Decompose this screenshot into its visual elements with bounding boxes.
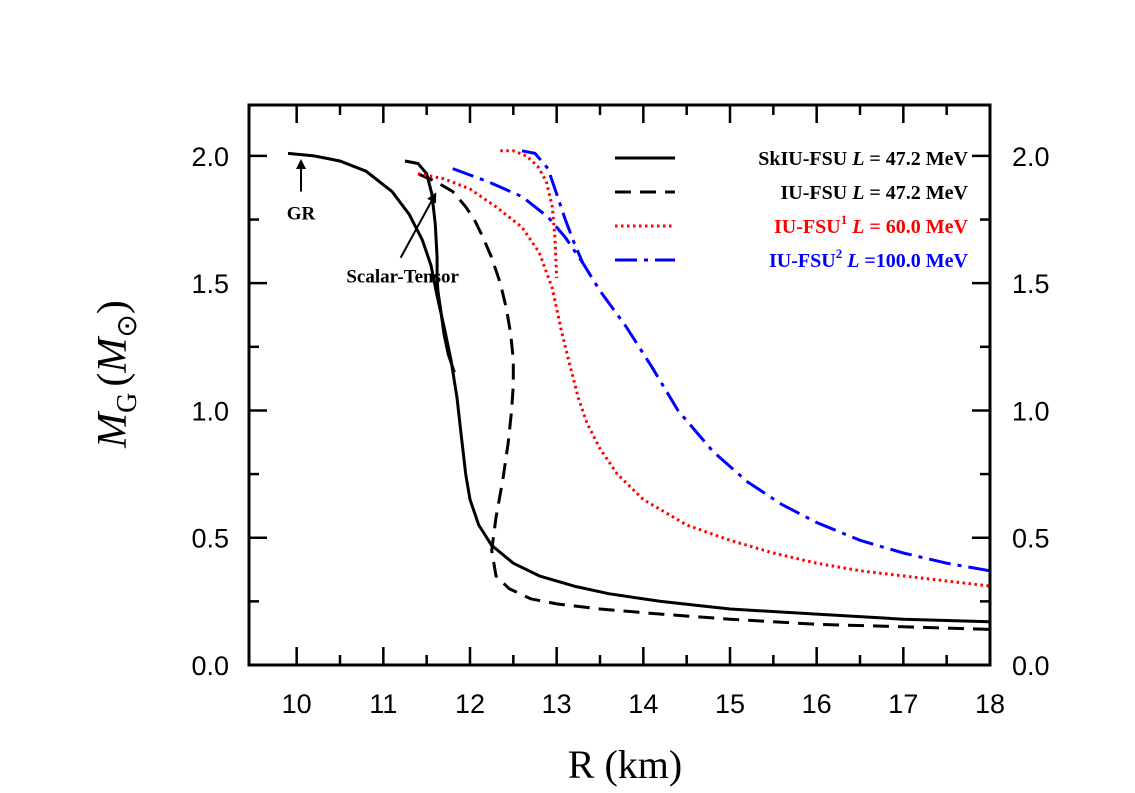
legend: SkIU-FSU L = 47.2 MeV IU-FSU L = 47.2 MeV… (615, 148, 969, 272)
x-tick-label: 15 (715, 689, 745, 719)
y-axis-title: MG(M⊙) (90, 300, 143, 449)
x-tick-label: 18 (975, 689, 1005, 719)
y-tick-label-right: 2.0 (1012, 142, 1050, 172)
y-tick-label: 0.5 (191, 524, 229, 554)
x-tick-label: 10 (282, 689, 312, 719)
annotation-layer: GR Scalar-Tensor (287, 159, 460, 288)
y-axis-title-close: ) (90, 300, 136, 314)
y-tick-label-right: 1.5 (1012, 269, 1050, 299)
legend-label-3: IU-FSU2 L =100.0 MeV (769, 246, 969, 272)
series-line-5 (452, 167, 991, 573)
y-tick-label: 0.0 (191, 651, 229, 681)
x-tick-label: 17 (888, 689, 918, 719)
y-tick-label: 1.0 (191, 396, 229, 426)
annotation-label-1: Scalar-Tensor (346, 267, 459, 288)
x-tick-label: 11 (369, 689, 397, 719)
y-axis-title-main: M (90, 411, 136, 449)
y-axis-title-sun-symbol: ⊙ (110, 314, 143, 337)
y-axis-title-open: ( (90, 373, 136, 387)
ticks-layer: 10 11 12 13 14 15 16 17 180.0 0.00.5 0.51.0 1.01.5 1… (191, 105, 1050, 719)
series-layer (287, 149, 991, 631)
x-tick-label: 16 (802, 689, 832, 719)
legend-label-0: SkIU-FSU L = 47.2 MeV (758, 148, 968, 170)
series-line-0 (287, 151, 991, 624)
y-tick-label-right: 1.0 (1012, 396, 1050, 426)
x-tick-label: 14 (628, 689, 658, 719)
y-axis-title-sub: G (112, 393, 143, 413)
annotation-label-0: GR (287, 204, 316, 225)
y-tick-label: 2.0 (191, 142, 229, 172)
y-axis-title-unit: M (90, 336, 136, 374)
series-line-3 (417, 172, 991, 588)
legend-label-2: IU-FSU1 L = 60.0 MeV (774, 212, 969, 238)
x-tick-label: 13 (542, 689, 572, 719)
series-line-2 (417, 172, 991, 631)
x-axis-title: R (km) (568, 742, 682, 787)
y-tick-label-right: 0.0 (1012, 651, 1050, 681)
y-tick-label: 1.5 (191, 269, 229, 299)
legend-label-1: IU-FSU L = 47.2 MeV (781, 182, 969, 204)
series-line-1 (404, 159, 456, 373)
y-tick-label-right: 0.5 (1012, 524, 1050, 554)
annotation-arrow-1 (399, 192, 437, 259)
svg-text:MG(M⊙): MG(M⊙) (90, 300, 143, 449)
plot-frame (247, 103, 992, 667)
series-line-6 (521, 149, 585, 264)
x-tick-label: 12 (455, 689, 485, 719)
series-line-4 (500, 149, 559, 279)
